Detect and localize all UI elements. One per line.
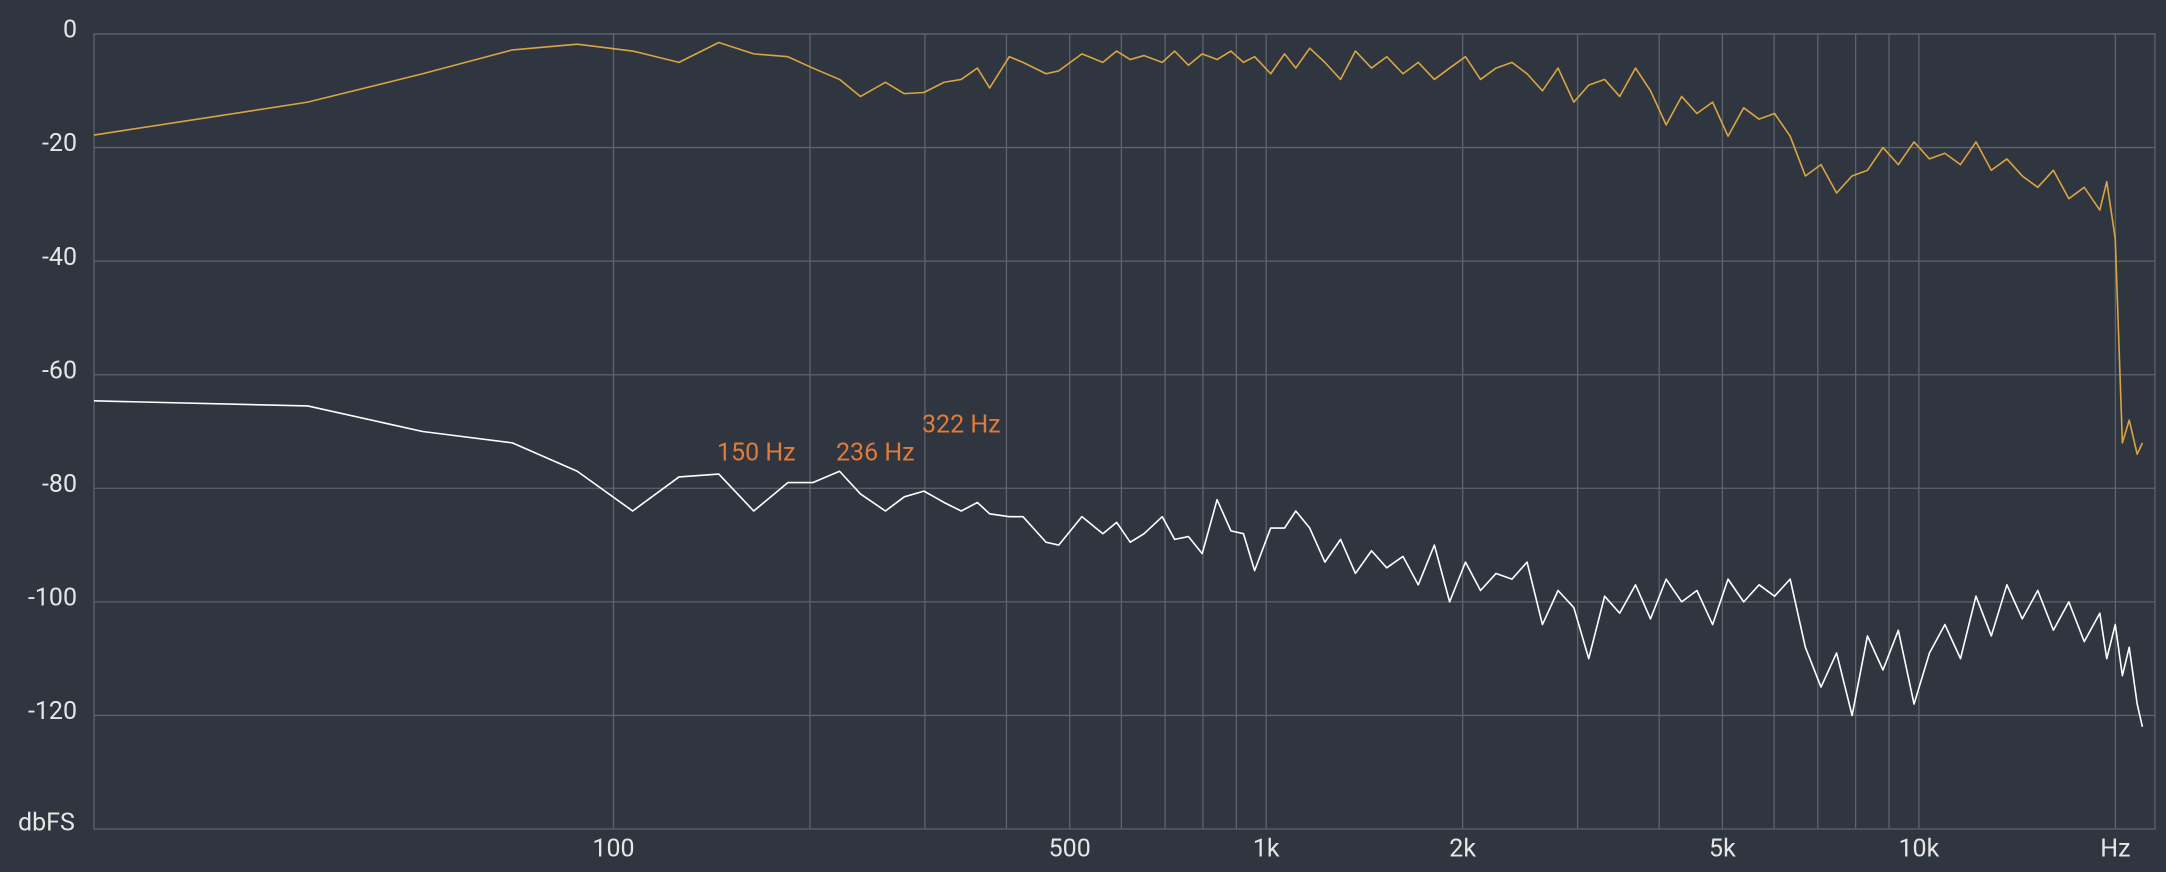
x-tick-label: 10k <box>1899 835 1940 864</box>
x-tick-label: 100 <box>592 835 634 864</box>
spectrum-line <box>93 41 2144 456</box>
peak-annotation: 322 Hz <box>922 411 1001 440</box>
x-tick-label: 2k <box>1449 835 1476 864</box>
x-tick-label: Hz <box>2100 835 2130 864</box>
y-tick-label: -100 <box>28 583 77 612</box>
y-tick-label: 0 <box>63 16 77 45</box>
y-tick-label: -120 <box>28 697 77 726</box>
y-tick-label: -20 <box>42 129 77 158</box>
x-tick-label: 500 <box>1049 835 1091 864</box>
plot-border <box>93 33 2156 830</box>
spectrum-line <box>93 400 2144 727</box>
y-tick-label: -40 <box>42 243 77 272</box>
y-axis-label: dbFS <box>18 809 75 838</box>
y-tick-label: -80 <box>42 470 77 499</box>
peak-annotation: 236 Hz <box>836 439 915 468</box>
y-tick-label: -60 <box>42 356 77 385</box>
peak-annotation: 150 Hz <box>717 439 796 468</box>
x-tick-label: 1k <box>1253 835 1280 864</box>
x-tick-label: 5k <box>1709 835 1736 864</box>
